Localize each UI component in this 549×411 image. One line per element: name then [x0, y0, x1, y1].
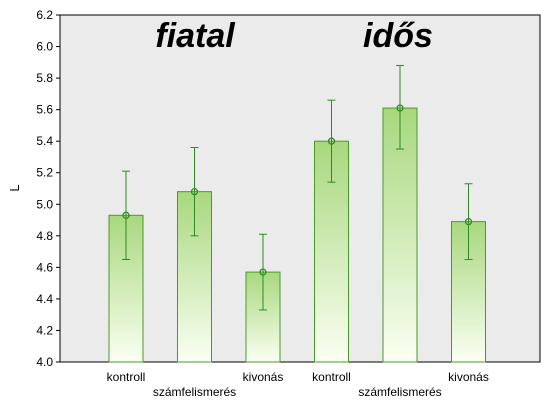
bar [382, 107, 418, 363]
mean-marker [122, 211, 130, 219]
y-tick-label: 4.6 [36, 260, 53, 274]
y-tick-label: 4.2 [36, 323, 53, 337]
y-axis-label: L [7, 184, 22, 191]
y-tick-label: 5.6 [36, 103, 53, 117]
mean-marker [259, 268, 267, 276]
x-tick-label: kontroll [107, 370, 146, 384]
y-tick-label: 5.8 [36, 71, 53, 85]
x-tick-label: kivonás [448, 370, 489, 384]
x-tick-label: számfelismerés [153, 385, 236, 399]
group-titles: fiatal idős [155, 17, 433, 55]
y-tick-label: 6.0 [36, 40, 53, 54]
error-bars [122, 64, 473, 311]
y-tick-label: 4.0 [36, 355, 53, 369]
mean-marker [464, 217, 473, 226]
y-tick-label: 4.8 [36, 229, 53, 243]
y-axis: 4.0 4.2 4.4 4.6 4.8 5.0 5.2 5.4 5.6 5.8 6.0 6.2 [36, 8, 60, 369]
mean-marker [327, 137, 336, 145]
x-tick-label: kontroll [312, 370, 351, 384]
group-title: idős [363, 17, 433, 55]
x-tick-label: kivonás [243, 370, 284, 384]
y-tick-label: 5.4 [36, 134, 53, 148]
mean-marker [190, 188, 199, 196]
x-tick-label: számfelismerés [358, 385, 441, 399]
y-tick-label: 5.0 [36, 197, 53, 211]
x-axis-labels: kontroll számfelismerés kivonás kontroll szá… [107, 370, 489, 399]
y-tick-label: 6.2 [36, 8, 53, 22]
y-tick-label: 5.2 [36, 166, 53, 180]
mean-marker [396, 104, 404, 112]
y-tick-label: 4.4 [36, 292, 53, 306]
group-title: fiatal [155, 17, 236, 55]
